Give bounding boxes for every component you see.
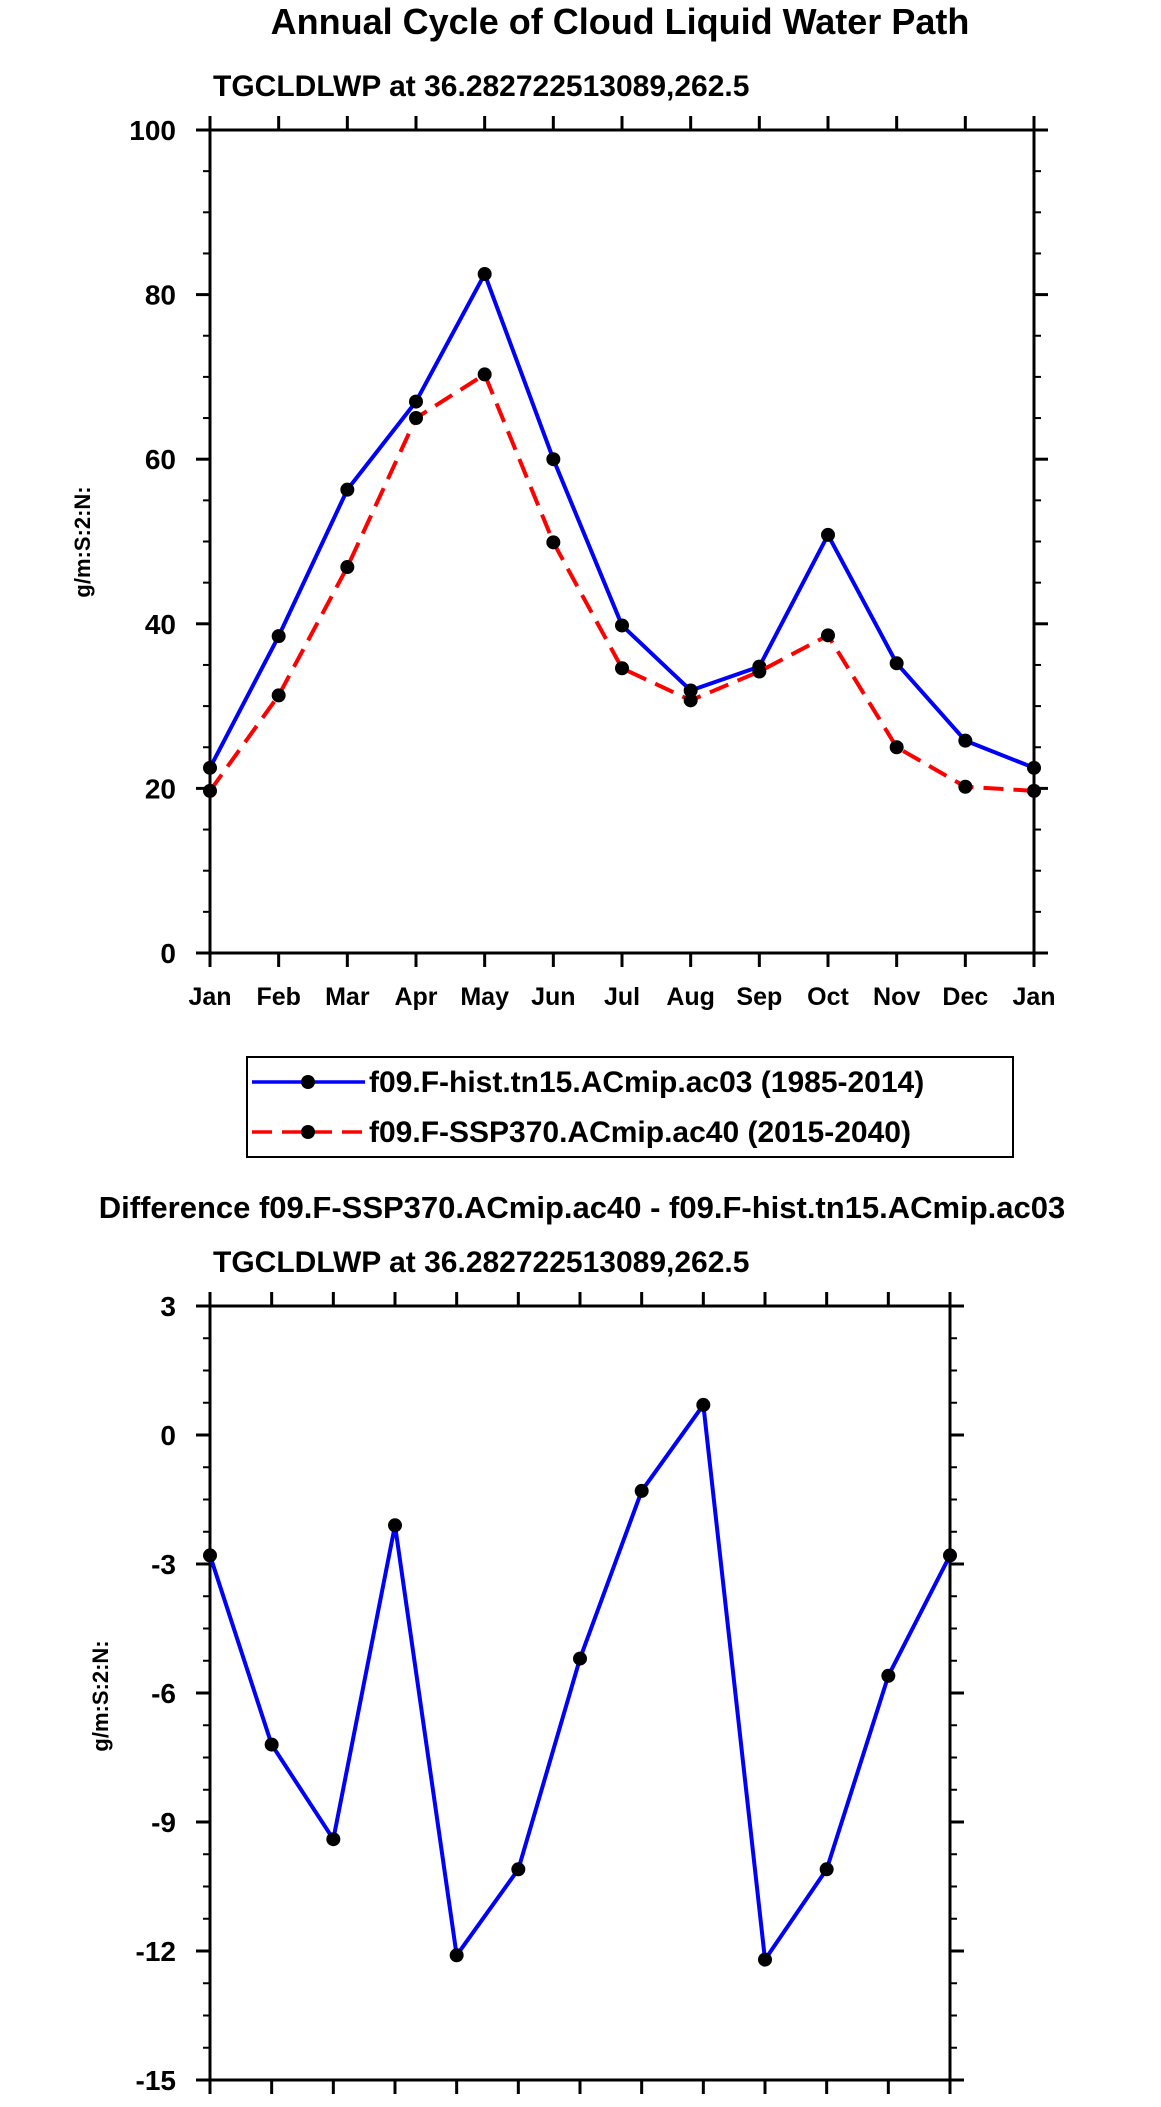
data-point [821,628,835,643]
y-tick-label: -9 [151,1807,176,1838]
data-point [889,656,904,671]
data-point [683,683,698,698]
data-point [271,688,286,703]
x-tick-label: Dec [942,983,988,1011]
y-tick-label: 100 [129,115,176,146]
data-point [752,664,767,679]
data-point [546,452,561,467]
x-tick-label: Sep [736,983,782,1011]
data-point [264,1737,279,1752]
data-point [511,1862,526,1877]
chart1-legend: f09.F-hist.tn15.ACmip.ac03 (1985-2014) f… [246,1056,1014,1158]
data-point [477,367,492,382]
y-tick-label: -15 [136,2065,176,2096]
y-tick-label: -6 [151,1678,176,1709]
data-point [271,629,286,644]
data-point [573,1651,587,1666]
chart1-ylabel: g/m:S:2:N: [70,486,95,597]
chart1-title: Annual Cycle of Cloud Liquid Water Path [271,1,970,42]
data-point [634,1483,649,1498]
data-point [696,1397,711,1412]
x-tick-label: Jan [188,983,231,1011]
chart2-ylabel: g/m:S:2:N: [88,1640,113,1751]
y-tick-label: 60 [145,444,176,475]
y-tick-label: 0 [160,1420,176,1451]
y-tick-label: 3 [160,1291,176,1322]
data-point [889,740,904,755]
data-point [943,1548,957,1563]
legend-box [246,1056,1014,1158]
chart1-subtitle: TGCLDLWP at 36.282722513089,262.5 [213,70,749,103]
data-point [409,394,423,409]
x-tick-label: Jul [604,983,640,1011]
x-tick-label: Aug [666,983,715,1011]
data-point [326,1832,341,1847]
data-point [615,661,629,676]
data-point [203,1548,217,1563]
y-tick-label: -12 [136,1936,176,1967]
data-point [758,1952,772,1967]
data-point [1027,783,1041,798]
data-point [449,1948,464,1963]
data-point [683,693,698,708]
chart2-subtitle: TGCLDLWP at 36.282722513089,262.5 [213,1246,749,1279]
x-tick-label: Jan [1012,983,1055,1011]
legend-marker-ssp [301,1125,315,1139]
y-tick-label: 20 [145,773,176,804]
data-point [203,783,217,798]
chart2-title: Difference f09.F-SSP370.ACmip.ac40 - f09… [99,1190,1066,1225]
y-tick-label: 0 [160,938,176,969]
x-tick-label: Mar [325,983,370,1011]
legend-marker-hist [301,1075,315,1089]
data-point [477,267,492,282]
legend-label-hist: f09.F-hist.tn15.ACmip.ac03 (1985-2014) [369,1066,924,1099]
x-tick-label: Oct [807,983,849,1011]
x-tick-label: Feb [256,983,300,1011]
legend-label-ssp: f09.F-SSP370.ACmip.ac40 (2015-2040) [369,1116,911,1149]
data-point [615,618,629,633]
data-point [546,535,561,550]
chart1-plot: Jan Feb Mar Apr May Jun Jul Aug Sep Oct Nov Dec Jan 0… [129,115,1055,1011]
data-point [340,560,355,575]
data-point [819,1862,834,1877]
y-tick-label: 40 [145,609,176,640]
data-point [821,527,835,542]
y-tick-label: -3 [151,1549,176,1580]
data-point [958,733,973,748]
y-tick-label: 80 [145,280,176,311]
data-point [881,1668,896,1683]
data-point [409,411,423,426]
chart2-plot: JanFebMarAprMayJunJulAugSepOctNovDecJan-… [136,1291,964,2096]
data-point [958,779,973,794]
x-tick-label: Jun [531,983,575,1011]
data-point [1027,760,1041,775]
x-tick-label: Apr [394,983,437,1011]
data-point [388,1518,402,1533]
data-point [203,760,217,775]
data-point [340,482,355,497]
x-tick-label: May [460,983,509,1011]
x-tick-label: Nov [873,983,920,1011]
